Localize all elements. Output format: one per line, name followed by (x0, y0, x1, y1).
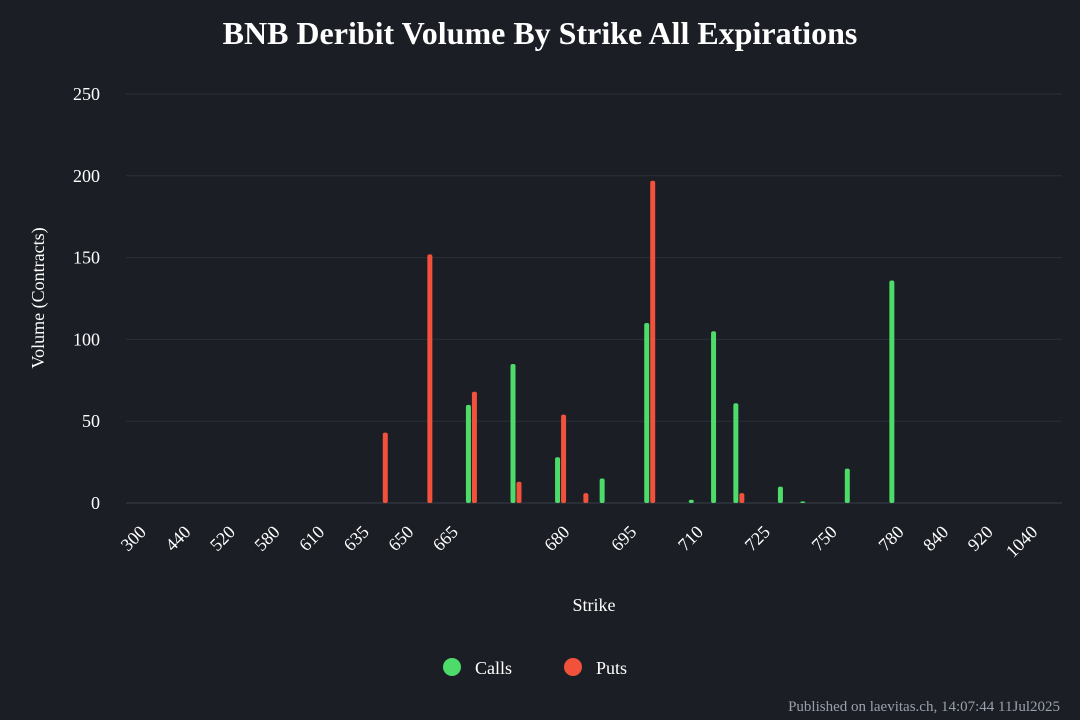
y-tick-label: 0 (91, 493, 100, 513)
bar-calls-670[interactable] (465, 404, 471, 503)
bar-puts-700[interactable] (650, 180, 656, 503)
bar-puts-720[interactable] (739, 493, 745, 503)
legend-calls-marker (443, 658, 461, 676)
bar-calls-720[interactable] (733, 403, 739, 503)
bar-puts-660[interactable] (427, 254, 433, 503)
bar-calls-715[interactable] (711, 331, 717, 503)
bar-calls-740[interactable] (800, 501, 806, 503)
x-tick-label: 520 (206, 522, 239, 555)
x-tick-label: 665 (429, 522, 462, 555)
x-tick-label: 580 (250, 522, 283, 555)
x-tick-label: 300 (117, 522, 150, 555)
bar-puts-640[interactable] (382, 432, 388, 503)
x-tick-label: 440 (161, 522, 194, 555)
legend-calls-label: Calls (475, 658, 512, 678)
bar-calls-690[interactable] (599, 478, 605, 503)
y-tick-label: 50 (82, 411, 100, 431)
x-tick-label: 650 (384, 522, 417, 555)
bar-calls-680[interactable] (555, 457, 561, 503)
chart-title: BNB Deribit Volume By Strike All Expirat… (223, 15, 858, 51)
legend: Calls Puts (443, 658, 627, 678)
x-tick-label: 695 (607, 522, 640, 555)
bar-calls-700[interactable] (644, 323, 650, 503)
x-axis-ticks: 300 440 520 580 610 635 650 665 680 695 710 725 750 7… (117, 522, 1042, 562)
x-tick-label: 750 (808, 522, 841, 555)
x-tick-label: 680 (540, 522, 573, 555)
x-tick-label: 725 (741, 522, 774, 555)
y-tick-label: 200 (73, 166, 100, 186)
bar-calls-780[interactable] (889, 280, 895, 503)
legend-item-puts[interactable]: Puts (564, 658, 627, 678)
y-axis-label: Volume (Contracts) (28, 227, 49, 368)
legend-puts-marker (564, 658, 582, 676)
published-credit: Published on laevitas.ch, 14:07:44 11Jul… (788, 699, 1060, 715)
bars (382, 180, 895, 503)
bar-puts-680[interactable] (561, 414, 567, 503)
legend-item-calls[interactable]: Calls (443, 658, 512, 678)
y-axis-ticks: 0 50 100 150 200 250 (73, 84, 100, 513)
x-tick-label: 635 (340, 522, 373, 555)
x-tick-label: 780 (874, 522, 907, 555)
gridlines (126, 93, 1062, 504)
bar-puts-670[interactable] (471, 391, 477, 503)
legend-puts-label: Puts (596, 658, 627, 678)
y-tick-label: 100 (73, 329, 100, 349)
x-tick-label: 710 (674, 522, 707, 555)
x-tick-label: 920 (964, 522, 997, 555)
y-tick-label: 150 (73, 248, 100, 268)
bar-calls-760[interactable] (844, 468, 850, 503)
bar-puts-685[interactable] (583, 493, 589, 503)
x-axis-label: Strike (573, 595, 616, 615)
bar-puts-675[interactable] (516, 481, 522, 503)
x-tick-label: 610 (295, 522, 328, 555)
x-tick-label: 840 (919, 522, 952, 555)
y-tick-label: 250 (73, 84, 100, 104)
bar-calls-675[interactable] (510, 363, 516, 503)
x-tick-label: 1040 (1002, 522, 1042, 562)
bar-calls-710[interactable] (688, 499, 694, 503)
bar-calls-730[interactable] (777, 486, 783, 503)
